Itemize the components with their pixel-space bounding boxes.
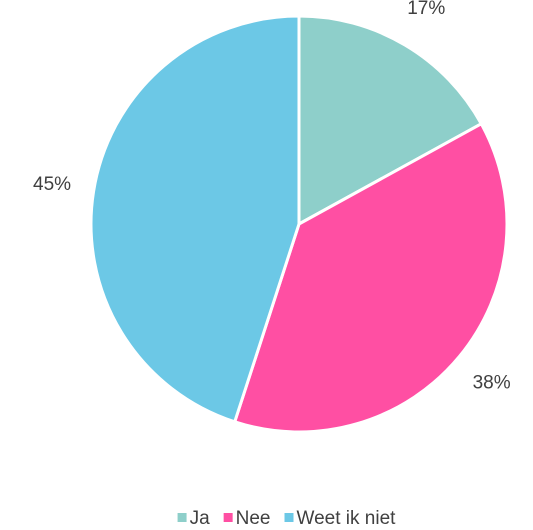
legend-label: Weet ik niet [297, 508, 397, 529]
data-label: 17% [407, 0, 445, 19]
legend-swatch [284, 513, 294, 522]
pie-slice [297, 14, 484, 227]
legend-swatch [177, 513, 187, 522]
pie-slice [232, 121, 509, 434]
legend-label: Ja [190, 508, 211, 529]
data-label: 45% [33, 174, 71, 195]
legend-label: Nee [236, 508, 271, 529]
data-label: 38% [473, 372, 511, 393]
pie-slice [89, 14, 301, 424]
legend-swatch [223, 513, 233, 522]
legend: Ja Nee Weet ik niet [177, 508, 397, 529]
